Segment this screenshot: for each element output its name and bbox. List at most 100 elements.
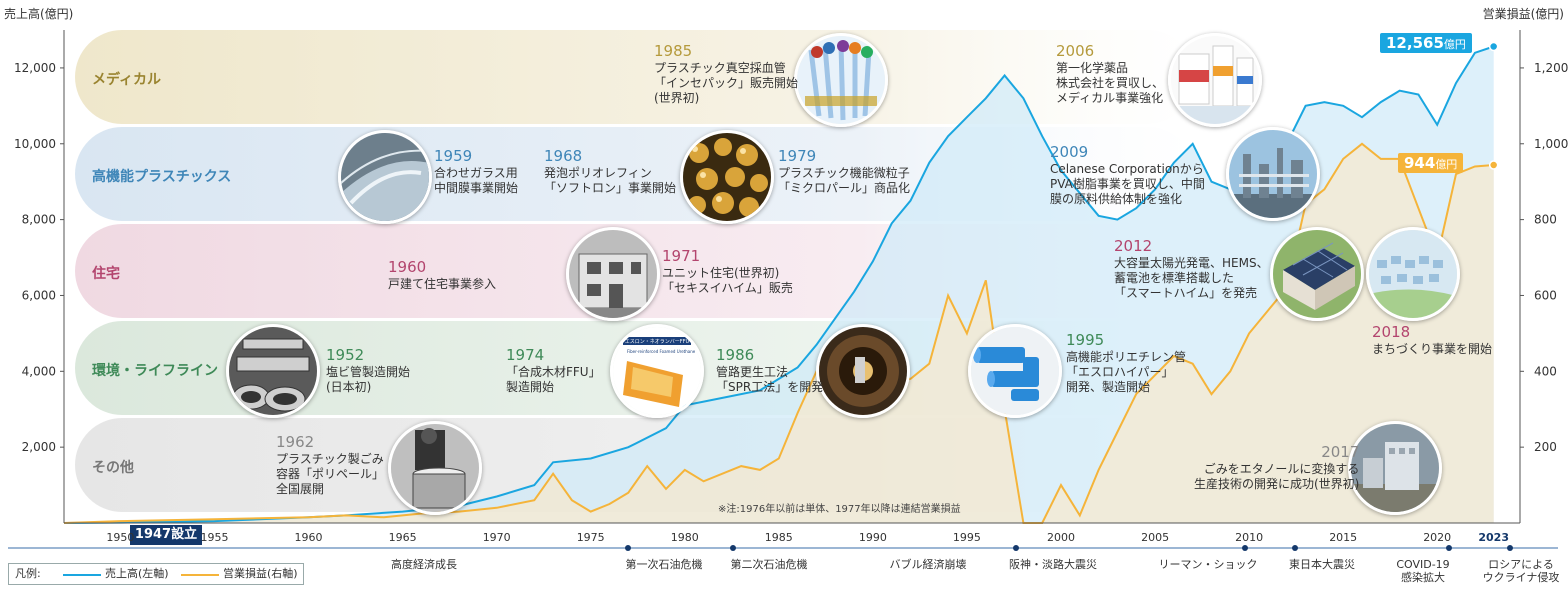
medicine-bottles-photo-icon [1168,33,1262,127]
pvc-pipe-photo-icon [226,324,320,418]
event-line: 戸建て住宅事業参入 [388,277,497,291]
historical-event: 第二次石油危機 [730,558,808,571]
profit-latest-callout: 944億円 [1398,153,1464,173]
event-line: (世界初) [654,91,700,105]
historical-event-marker [730,545,736,551]
event-line: 株式会社を買収し、 [1056,76,1165,90]
band-label-housing: 住宅 [92,266,120,282]
event-line: 「インセパック」販売開始 [654,76,799,90]
event-line: 生産技術の開発に成功(世界初) [1194,477,1360,491]
event-year: 1985 [654,42,693,60]
series-0-line [63,45,1495,524]
historical-event-marker [625,545,631,551]
historical-event-marker [1242,545,1248,551]
ethanol-plant-photo-icon [1348,421,1442,515]
legend-profit-label: 営業損益(右軸) [223,567,298,580]
event-line: PVA樹脂事業を買収し、中間 [1050,177,1205,191]
x-tick-label: 1970 [482,531,511,544]
event-year: 2012 [1114,237,1153,255]
x-tick-label: 2015 [1329,531,1358,544]
event-1979-hpp: 1979 プラスチック機能微粒子 「ミクロパール」商品化 [778,147,910,196]
historical-event-marker [1013,545,1019,551]
event-line: ごみをエタノールに変換する [1203,462,1360,476]
right-tick-label: 400 [1534,364,1557,378]
legend-sales-label: 売上高(左軸) [105,567,169,580]
event-line: 「合成木材FFU」 [506,365,601,379]
x-tick-label: 2023 [1478,531,1509,544]
event-line: 塩ビ管製造開始 [326,365,411,379]
right-axis-title: 営業損益(億円) [1482,7,1564,21]
legend-profit-swatch [181,574,219,576]
event-2018-housing: 2018 まちづくり事業を開始 [1372,323,1492,357]
event-year: 1995 [1066,331,1105,349]
event-year: 1986 [716,346,755,364]
left-axis-title: 売上高(億円) [4,7,74,21]
event-line: 「セキスイハイム」販売 [662,281,793,295]
series-1-area [64,143,1494,524]
ffu-brochure-photo-icon: エスロン・ネオランバーFFU Fiber-reinforced Foamed Ur… [610,324,704,418]
axes [8,30,1558,549]
left-tick-label: 8,000 [22,213,56,227]
area-fills [64,46,1494,524]
band-label-environment-lifeline: 環境・ライフライン [92,363,218,379]
x-tick-label: 1965 [388,531,417,544]
event-1959-hpp: 1959 合わせガラス用 中間膜事業開始 [434,147,518,196]
event-year: 1959 [434,147,473,165]
blood-tube-photo-icon [794,33,888,127]
historical-event: 高度経済成長 [391,558,457,571]
right-tick-label: 800 [1534,213,1557,227]
x-tick-label: 1990 [858,531,887,544]
solar-house-photo-icon [1270,227,1364,321]
x-tick-label: 2000 [1047,531,1075,544]
brochure-title: エスロン・ネオランバーFFU [625,339,690,345]
event-line: 開発、製造開始 [1066,380,1151,394]
event-line: 「エスロハイパー」 [1066,365,1174,379]
event-line: 全国展開 [276,482,325,496]
event-line: 「ミクロパール」商品化 [778,181,911,195]
event-line: 第一化学薬品 [1056,61,1129,75]
profit-latest-unit: 億円 [1435,158,1458,171]
pipe-rehab-photo-icon [816,324,910,418]
band-medical [75,30,1195,124]
x-tick-label: 1995 [952,531,981,544]
historical-event-marker [1292,545,1298,551]
series-0-end-point [1488,41,1499,52]
event-year: 1952 [326,346,365,364]
event-year: 1968 [544,147,583,165]
event-line: 「SPR工法」を開発 [716,380,824,394]
right-tick-label: 200 [1534,440,1557,454]
event-year: 2017 [1321,443,1360,461]
unit-house-photo-icon [566,227,660,321]
event-line: Celanese Corporationから [1050,162,1204,176]
x-tick-label: 1985 [764,531,793,544]
x-tick-label: 1975 [576,531,605,544]
historical-event: COVID-19 感染拡大 [1396,558,1450,584]
event-1985-medical: 1985 プラスチック真空採血管 「インセパック」販売開始 (世界初) [654,42,798,106]
event-2006-medical: 2006 第一化学薬品 株式会社を買収し、 メディカル事業強化 [1056,42,1164,106]
event-line: 蓄電池を標準搭載した [1114,271,1235,285]
x-tick-label: 2010 [1235,531,1264,544]
event-line: プラスチック機能微粒子 [778,166,910,180]
event-line: 高機能ポリエチレン管 [1066,350,1187,364]
event-line: 大容量太陽光発電、HEMS、 [1114,256,1269,270]
event-year: 1971 [662,247,701,265]
band-label-medical: メディカル [92,72,162,88]
brochure-subtitle: Fiber-reinforced Foamed Urethane [627,349,696,354]
left-tick-label: 2,000 [22,440,56,454]
event-1952-environment: 1952 塩ビ管製造開始 (日本初) [326,346,410,395]
event-line: 中間膜事業開始 [434,181,519,195]
sales-latest-callout: 12,565億円 [1380,33,1472,53]
end-markers [625,41,1513,551]
x-tick-label: 1955 [200,531,229,544]
event-year: 2006 [1056,42,1095,60]
sales-latest-value: 12,565 [1386,34,1444,52]
event-line: まちづくり事業を開始 [1372,342,1493,356]
event-line: プラスチック真空採血管 [654,61,786,75]
sales-latest-unit: 億円 [1443,38,1466,51]
left-tick-label: 4,000 [22,364,56,378]
x-tick-label: 1960 [294,531,323,544]
event-line: メディカル事業強化 [1056,91,1164,105]
event-2017-other: 2017 ごみをエタノールに変換する 生産技術の開発に成功(世界初) [1194,443,1359,492]
series-1-end-point [1488,160,1499,170]
